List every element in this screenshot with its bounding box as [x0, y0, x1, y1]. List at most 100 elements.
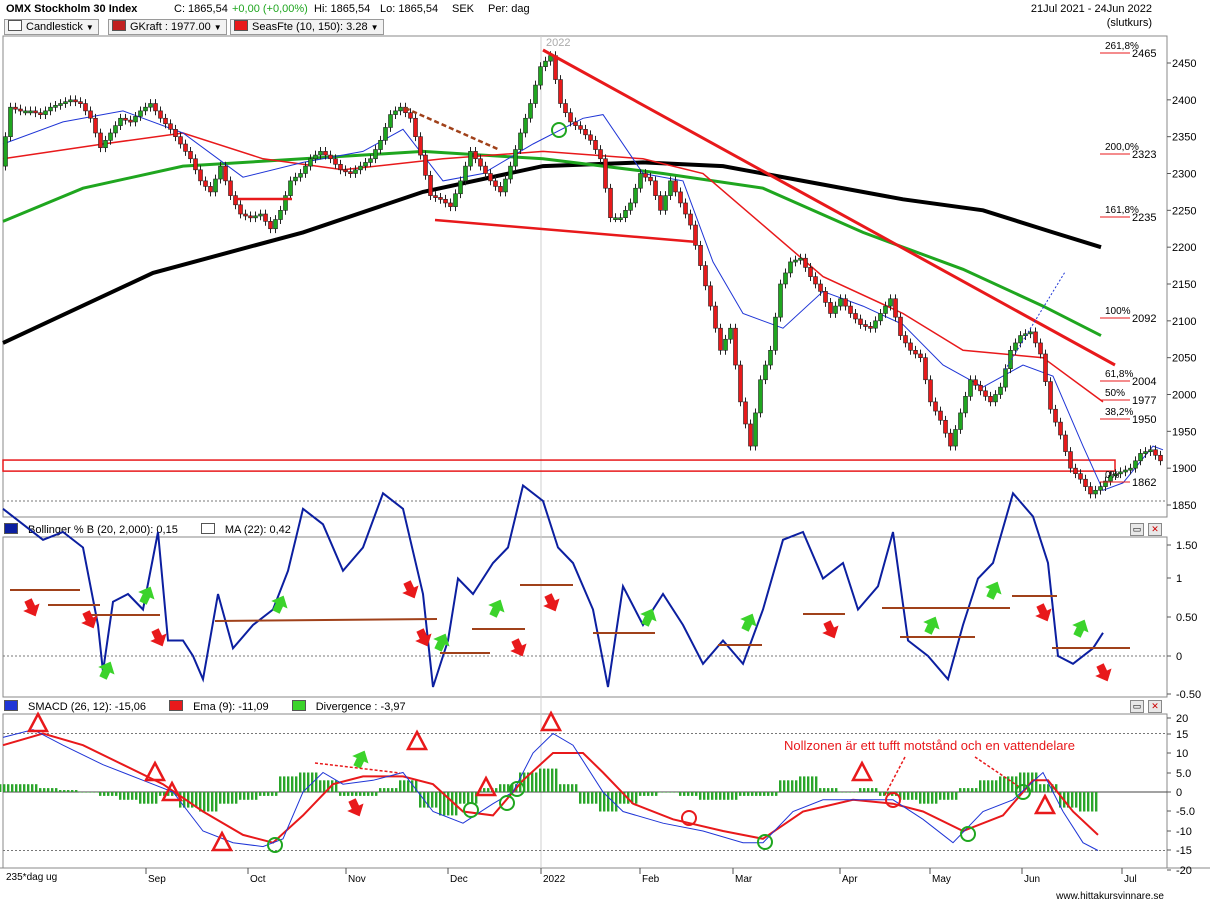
divergence-bar	[0, 784, 2, 792]
candle-up	[1028, 331, 1033, 335]
divergence-bar	[231, 792, 234, 804]
divergence-bar	[495, 788, 498, 792]
candle-up	[68, 99, 73, 103]
divergence-bar	[711, 792, 714, 800]
candle-up	[278, 210, 283, 220]
candle-down	[823, 291, 828, 303]
red-arrow-down	[150, 628, 167, 647]
candle-up	[798, 257, 803, 261]
ma-blue-line	[2, 110, 1164, 491]
candle-down	[128, 119, 133, 123]
candle-down	[193, 158, 198, 171]
fib-percent-label: 100%	[1105, 306, 1131, 317]
divergence-bar	[691, 792, 694, 796]
fib-percent-label: 200,0%	[1105, 142, 1139, 153]
candle-down	[478, 158, 483, 167]
month-label: Feb	[642, 874, 660, 885]
candle-up	[788, 261, 793, 274]
divergence-bar	[587, 792, 590, 804]
candle-up	[133, 116, 138, 123]
candle-up	[118, 117, 123, 126]
candle-down	[948, 432, 953, 447]
divergence-bar	[223, 792, 226, 804]
candle-up	[143, 106, 148, 112]
divergence-bar	[351, 792, 354, 796]
divergence-bar	[31, 784, 34, 792]
candle-down	[243, 213, 248, 217]
divergence-bar	[567, 784, 570, 792]
divergence-bar	[771, 792, 774, 796]
candle-up	[888, 298, 893, 307]
candle-up	[958, 412, 963, 430]
bollinger-close-button[interactable]: ✕	[1148, 523, 1162, 536]
divergence-bar	[819, 788, 822, 792]
divergence-bar	[67, 790, 70, 792]
candle-up	[48, 106, 53, 112]
divergence-bar	[843, 792, 846, 793]
candle-up	[758, 379, 763, 414]
legend-gkraft[interactable]: GKraft : 1977.00 ▼	[108, 19, 227, 35]
candle-down	[803, 257, 808, 268]
divergence-bar	[575, 784, 578, 792]
candle-down	[608, 187, 613, 219]
divergence-bar	[339, 792, 342, 796]
ema-line	[2, 732, 1099, 844]
divergence-bar	[291, 776, 294, 792]
candle-down	[718, 327, 723, 351]
divergence-bar	[239, 792, 242, 800]
divergence-bar	[255, 792, 258, 800]
smacd-maximize-button[interactable]: ▭	[1130, 700, 1144, 713]
divergence-bar	[551, 768, 554, 792]
divergence-bar	[643, 792, 646, 796]
smacd-close-button[interactable]: ✕	[1148, 700, 1162, 713]
candle-down	[923, 357, 928, 381]
candle-up	[303, 165, 308, 174]
candle-up	[213, 178, 218, 193]
candle-down	[198, 169, 203, 182]
legend-candlestick[interactable]: Candlestick ▼	[4, 19, 99, 35]
low-value: Lo: 1865,54	[380, 3, 439, 15]
candle-down	[893, 298, 898, 318]
divergence-bar	[171, 792, 174, 796]
divergence-bar	[431, 792, 434, 808]
watermark: www.hittakursvinnare.se	[1056, 891, 1164, 902]
bollinger-ma-swatch	[200, 523, 215, 534]
candle-up	[1023, 333, 1028, 337]
bollinger-swatch	[4, 523, 18, 534]
divergence-bar	[475, 792, 478, 804]
annotation-pointer	[884, 756, 906, 796]
candle-down	[573, 121, 578, 126]
candle-up	[103, 140, 108, 149]
candle-down	[593, 140, 598, 150]
month-label: Sep	[148, 874, 166, 885]
candle-up	[1003, 368, 1008, 388]
chart-header: OMX Stockholm 30 Index C: 1865,54 +0,00 …	[0, 0, 1210, 36]
divergence-bar	[203, 792, 206, 812]
divergence-bar	[1043, 784, 1046, 792]
candle-down	[483, 165, 488, 174]
divergence-bar	[503, 784, 506, 792]
bollinger-maximize-button[interactable]: ▭	[1130, 523, 1144, 536]
legend-seasfte[interactable]: SeasFte (10, 150): 3.28 ▼	[230, 19, 384, 35]
candlestick-swatch	[8, 20, 22, 31]
candle-up	[308, 158, 313, 167]
candle-up	[883, 305, 888, 314]
divergence-bar	[195, 792, 198, 808]
red-arrow-down	[402, 580, 419, 599]
divergence-bar	[55, 788, 58, 792]
candle-down	[223, 165, 228, 182]
divergence-bar	[779, 780, 782, 792]
divergence-bar	[675, 792, 678, 793]
divergence-bar	[915, 792, 918, 800]
divergence-bar	[959, 788, 962, 792]
candle-down	[1068, 451, 1073, 469]
signal-triangle	[539, 710, 563, 732]
divergence-bar	[983, 780, 986, 792]
candle-down	[83, 103, 88, 112]
signal-triangle	[405, 729, 429, 751]
divergence-bar	[775, 792, 778, 796]
divergence-bar	[71, 790, 74, 792]
divergence-bar	[511, 784, 514, 792]
candle-down	[683, 202, 688, 215]
